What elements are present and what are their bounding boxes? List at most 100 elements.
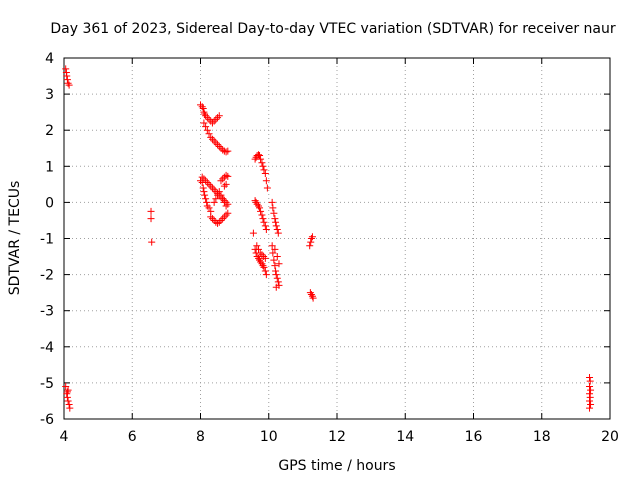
data-point	[205, 115, 213, 123]
data-point	[256, 204, 264, 212]
data-point	[249, 229, 257, 237]
data-point	[272, 222, 280, 230]
data-point	[62, 65, 70, 73]
data-point	[210, 117, 218, 125]
data-point	[587, 386, 595, 394]
data-point	[215, 218, 223, 226]
data-point	[222, 171, 230, 179]
data-point	[273, 274, 281, 282]
data-point	[308, 292, 316, 300]
data-point	[586, 404, 594, 412]
data-point	[271, 245, 279, 253]
data-point	[197, 101, 204, 109]
data-point	[205, 180, 213, 188]
data-point	[272, 283, 280, 291]
data-point	[203, 179, 211, 187]
x-tick-label: 8	[196, 429, 205, 445]
data-point	[203, 202, 211, 210]
data-point	[271, 262, 279, 270]
data-point	[255, 254, 263, 262]
data-point	[199, 184, 207, 192]
data-point	[65, 401, 73, 409]
data-point	[64, 397, 72, 405]
data-point	[255, 151, 263, 159]
data-point	[309, 294, 317, 302]
chart-title: Day 361 of 2023, Sidereal Day-to-day VTE…	[50, 21, 616, 37]
data-point	[272, 218, 280, 226]
data-point	[202, 195, 210, 203]
data-point	[253, 200, 261, 208]
x-tick-label: 10	[260, 429, 278, 445]
data-point	[306, 242, 314, 250]
data-point	[203, 114, 211, 122]
y-tick-label: -2	[40, 268, 54, 284]
y-axis-label: SDTVAR / TECUs	[7, 181, 23, 296]
data-point	[207, 213, 215, 221]
data-point	[219, 146, 227, 154]
data-point	[260, 253, 268, 261]
data-point	[273, 253, 281, 261]
data-point	[256, 256, 264, 264]
data-point	[224, 172, 232, 180]
data-point	[307, 290, 315, 298]
data-point	[261, 222, 269, 230]
data-point	[259, 162, 267, 170]
data-point	[212, 195, 220, 203]
data-point	[268, 198, 276, 206]
data-point	[210, 186, 218, 194]
data-point	[259, 262, 267, 270]
data-point	[258, 260, 266, 268]
data-point	[224, 147, 232, 155]
data-point	[222, 202, 230, 210]
y-tick-label: 4	[45, 51, 54, 67]
data-point	[224, 200, 232, 208]
data-point	[222, 211, 230, 219]
data-point	[215, 188, 223, 196]
data-point	[269, 204, 277, 212]
data-point	[63, 390, 71, 398]
data-point	[586, 383, 594, 391]
y-tick-label: -1	[40, 232, 54, 248]
data-point	[63, 388, 71, 396]
data-point	[201, 110, 209, 118]
data-point	[257, 207, 265, 215]
y-tick-label: 2	[45, 123, 54, 139]
data-point	[274, 229, 282, 237]
data-point	[268, 242, 276, 250]
data-point	[263, 184, 271, 192]
data-point	[219, 195, 227, 203]
data-point	[274, 278, 282, 286]
y-tick-label: -3	[40, 304, 54, 320]
data-point	[272, 267, 280, 275]
y-tick-label: -4	[40, 340, 54, 356]
data-point	[257, 258, 265, 266]
data-point	[217, 216, 225, 224]
data-point	[275, 260, 283, 268]
data-point	[270, 256, 278, 264]
data-point	[270, 209, 278, 217]
data-point	[255, 245, 263, 253]
data-point	[214, 114, 222, 122]
data-point	[208, 119, 216, 127]
data-point	[202, 177, 210, 185]
data-point	[66, 404, 74, 412]
data-point	[220, 198, 228, 206]
data-point	[307, 235, 315, 242]
data-point	[260, 166, 268, 174]
x-tick-label: 14	[396, 429, 414, 445]
data-point	[306, 289, 314, 297]
data-point	[200, 175, 208, 183]
data-point	[586, 397, 594, 405]
data-point	[256, 151, 264, 159]
data-point	[586, 377, 594, 385]
data-point	[219, 175, 227, 183]
data-point	[220, 213, 228, 221]
y-tick-label: 3	[45, 87, 54, 103]
data-point	[260, 218, 268, 226]
x-tick-label: 12	[328, 429, 346, 445]
x-axis-label: GPS time / hours	[278, 458, 395, 474]
data-point	[260, 263, 268, 271]
x-tick-label: 16	[465, 429, 483, 445]
y-tick-label: 1	[45, 159, 54, 175]
